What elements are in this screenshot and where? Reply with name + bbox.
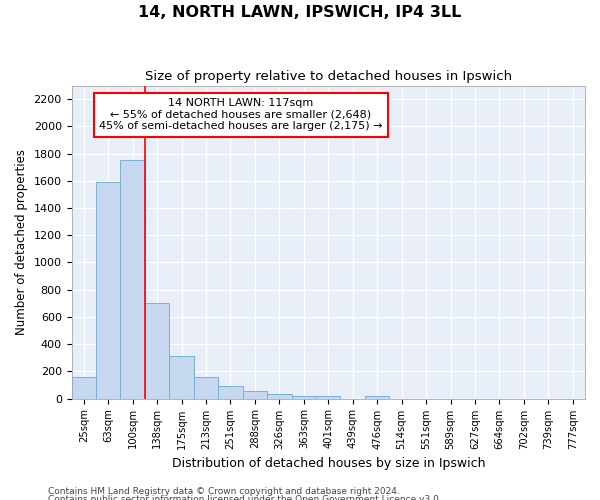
Bar [194, 377, 218, 398]
Y-axis label: Number of detached properties: Number of detached properties [15, 149, 28, 335]
Bar [218, 386, 242, 398]
Text: Contains HM Land Registry data © Crown copyright and database right 2024.: Contains HM Land Registry data © Crown c… [48, 487, 400, 496]
Bar [71, 377, 96, 398]
Bar [145, 302, 169, 398]
Bar [267, 394, 292, 398]
X-axis label: Distribution of detached houses by size in Ipswich: Distribution of detached houses by size … [172, 457, 485, 470]
Text: 14, NORTH LAWN, IPSWICH, IP4 3LL: 14, NORTH LAWN, IPSWICH, IP4 3LL [139, 5, 461, 20]
Bar [316, 396, 340, 398]
Bar [365, 396, 389, 398]
Title: Size of property relative to detached houses in Ipswich: Size of property relative to detached ho… [145, 70, 512, 83]
Text: Contains public sector information licensed under the Open Government Licence v3: Contains public sector information licen… [48, 496, 442, 500]
Bar [96, 182, 121, 398]
Bar [169, 356, 194, 399]
Bar [292, 396, 316, 398]
Bar [242, 391, 267, 398]
Text: 14 NORTH LAWN: 117sqm
← 55% of detached houses are smaller (2,648)
45% of semi-d: 14 NORTH LAWN: 117sqm ← 55% of detached … [99, 98, 383, 132]
Bar [121, 160, 145, 398]
